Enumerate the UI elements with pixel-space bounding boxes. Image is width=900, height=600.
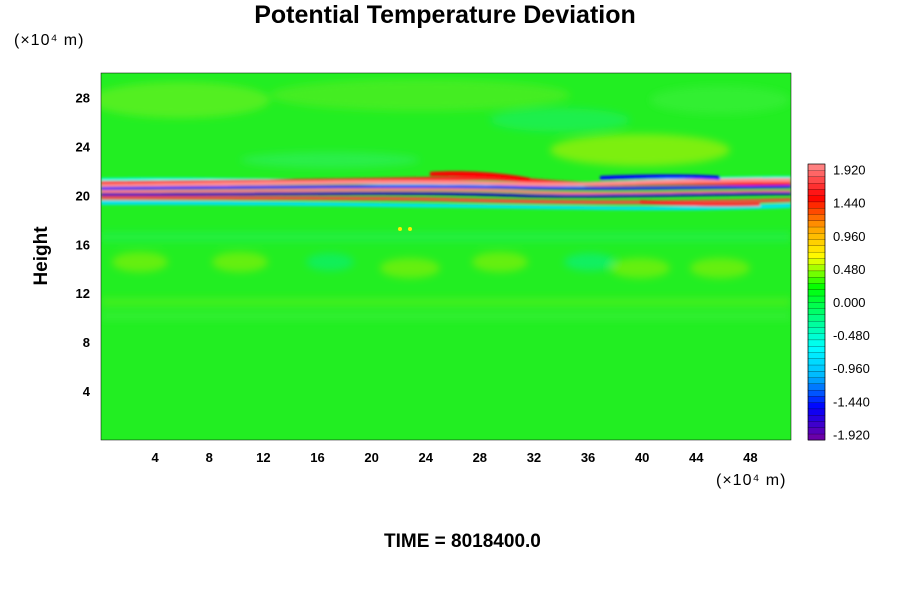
colorbar-segment [807, 201, 826, 209]
colorbar-segment [807, 239, 826, 246]
colorbar-segment [807, 289, 826, 297]
colorbar-segment [807, 320, 826, 328]
colorbar-segment [807, 270, 826, 278]
colorbar-segment [807, 333, 826, 341]
colorbar-segment [807, 377, 826, 384]
colorbar-segment [807, 433, 826, 441]
colorbar-segment [807, 295, 826, 303]
colorbar-segment [807, 214, 826, 221]
y-axis-ticks: 4 8 12 16 20 24 28 [76, 90, 91, 399]
x-tick-label: 8 [206, 450, 213, 465]
colorbar-label: 1.920 [833, 163, 866, 178]
colorbar-segment [807, 176, 826, 184]
y-tick-label: 20 [76, 188, 90, 203]
local-maximum-dot [408, 227, 412, 231]
upper-region-texture [101, 79, 790, 168]
y-axis-unit: (×10⁴ m) [14, 32, 85, 49]
colorbar-label: 0.960 [833, 229, 866, 244]
x-tick-label: 40 [635, 450, 649, 465]
colorbar-segment [807, 245, 826, 253]
colorbar-segment [807, 220, 826, 228]
x-tick-label: 36 [581, 450, 595, 465]
colorbar-segment [807, 408, 826, 416]
plot-frame [100, 72, 792, 441]
colorbar-segment [807, 251, 826, 259]
x-tick-label: 28 [473, 450, 487, 465]
local-maximum-dot [398, 227, 402, 231]
time-label: TIME = 8018400.0 [384, 531, 541, 552]
x-tick-label: 48 [743, 450, 757, 465]
colorbar-segment [807, 364, 826, 372]
colorbar-label: -0.960 [833, 361, 870, 376]
x-axis-unit: (×10⁴ m) [716, 472, 787, 489]
colorbar-label: 0.480 [833, 262, 866, 277]
colorbar-label: 0.000 [833, 295, 866, 310]
colorbar-segment [807, 395, 826, 403]
x-tick-label: 20 [364, 450, 378, 465]
colorbar-label: -1.920 [833, 427, 870, 442]
y-tick-label: 16 [76, 237, 90, 252]
colorbar-segment [807, 182, 826, 190]
colorbar-label: -0.480 [833, 328, 870, 343]
x-tick-label: 4 [152, 450, 160, 465]
x-tick-label: 24 [418, 450, 433, 465]
colorbar-segment [807, 283, 826, 290]
y-tick-label: 28 [76, 90, 90, 105]
colorbar-segment [807, 188, 826, 196]
colorbar-segment [807, 226, 826, 234]
colorbar-segment [807, 170, 826, 177]
colorbar-segment [807, 352, 826, 359]
colorbar: 1.920 1.440 0.960 0.480 0.000 -0.480 -0.960 -1.… [807, 163, 870, 442]
colorbar-label: 1.440 [833, 196, 866, 211]
y-tick-label: 8 [83, 335, 90, 350]
colorbar-segment [807, 257, 826, 265]
heatmap-background [101, 73, 791, 440]
colorbar-segment [807, 345, 826, 353]
x-tick-label: 32 [527, 450, 541, 465]
colorbar-segment [807, 358, 826, 366]
chart-title: Potential Temperature Deviation [254, 1, 636, 29]
colorbar-segment [807, 414, 826, 422]
colorbar-segment [807, 427, 826, 435]
colorbar-segment [807, 389, 826, 397]
colorbar-segment [807, 301, 826, 309]
colorbar-segment [807, 163, 826, 171]
colorbar-segment [807, 207, 826, 215]
deviation-layer [101, 171, 791, 211]
x-tick-label: 12 [256, 450, 270, 465]
colorbar-segment [807, 421, 826, 428]
colorbar-segment [807, 276, 826, 284]
x-tick-label: 44 [689, 450, 704, 465]
colorbar-segment [807, 339, 826, 347]
heatmap-plot-area [101, 73, 791, 440]
colorbar-segment [807, 326, 826, 334]
colorbar-segment [807, 232, 826, 240]
colorbar-label: -1.440 [833, 394, 870, 409]
y-tick-label: 4 [83, 384, 91, 399]
colorbar-segment [807, 264, 826, 272]
colorbar-segment [807, 370, 826, 378]
wave-structures [101, 232, 791, 320]
colorbar-segment [807, 383, 826, 391]
colorbar-frame [807, 163, 826, 441]
colorbar-segment [807, 195, 826, 203]
colorbar-segment [807, 308, 826, 315]
x-tick-label: 16 [310, 450, 324, 465]
x-axis-ticks: 4 8 12 16 20 24 28 32 36 40 44 48 [152, 450, 758, 465]
colorbar-segment [807, 402, 826, 410]
y-tick-label: 24 [76, 139, 91, 154]
y-tick-label: 12 [76, 286, 90, 301]
colorbar-segment [807, 314, 826, 322]
